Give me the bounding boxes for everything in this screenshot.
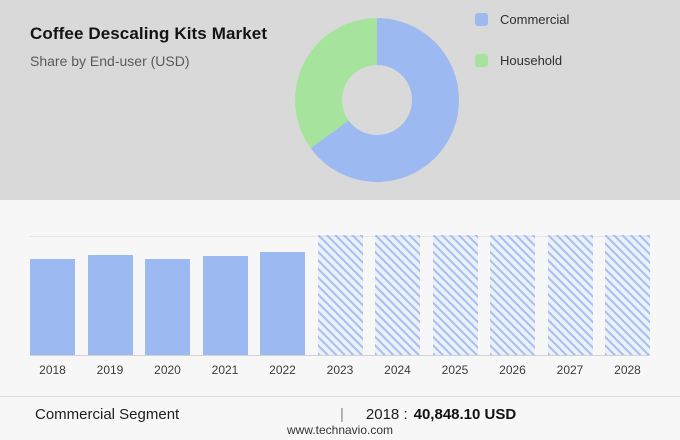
donut-chart (295, 18, 459, 182)
bar-2019 (87, 255, 133, 355)
segment-label: Commercial Segment (35, 406, 180, 423)
legend-item-household: Household (475, 53, 569, 68)
footer: Commercial Segment | 2018 : 40,848.10 US… (0, 396, 680, 440)
bar-plot (30, 235, 650, 356)
x-label-2021: 2021 (211, 363, 239, 377)
footer-year-label: 2018 : (365, 406, 408, 423)
x-label-2024: 2024 (384, 363, 411, 377)
legend-swatch-commercial (475, 13, 488, 26)
x-axis-labels: 2018 2019 2020 2021 2022 2023 2024 2025 2026 2027… (30, 363, 650, 377)
x-label-2028: 2028 (614, 363, 641, 377)
x-label-2019: 2019 (96, 363, 124, 377)
x-label-2023: 2023 (326, 363, 354, 377)
x-label-2018: 2018 (39, 363, 66, 377)
x-label-2027: 2027 (556, 363, 584, 377)
bar-2027 (547, 235, 593, 355)
website-link[interactable]: www.technavio.com (286, 423, 394, 437)
x-label-2020: 2020 (154, 363, 181, 377)
x-label-2025: 2025 (441, 363, 469, 377)
footer-row: Commercial Segment | 2018 : 40,848.10 US… (0, 397, 680, 423)
bar-2028 (605, 235, 650, 355)
x-label-2022: 2022 (269, 363, 296, 377)
legend-swatch-household (475, 54, 488, 67)
legend: Commercial Household (475, 12, 569, 94)
legend-label-household: Household (500, 53, 563, 68)
page-title: Coffee Descaling Kits Market (30, 24, 268, 43)
bar-2025 (432, 235, 478, 355)
x-label-2026: 2026 (499, 363, 526, 377)
bar-2023 (317, 235, 363, 355)
title-block: Coffee Descaling Kits Market Share by En… (30, 24, 267, 69)
bar-2026 (490, 235, 535, 355)
bar-2024 (375, 235, 420, 355)
bar-2018 (30, 259, 75, 355)
header-section: Coffee Descaling Kits Market Share by En… (0, 0, 680, 200)
footer-value: 40,848.10 USD (413, 406, 517, 423)
legend-label-commercial: Commercial (500, 12, 570, 27)
legend-item-commercial: Commercial (475, 12, 569, 27)
footer-separator: | (340, 406, 344, 423)
bar-chart-section: 2018 2019 2020 2021 2022 2023 2024 2025 2026 2027… (0, 200, 680, 396)
page-subtitle: Share by End-user (USD) (30, 53, 190, 69)
bar-2021 (202, 256, 248, 355)
donut-ring (295, 18, 459, 182)
bar-2020 (145, 259, 190, 355)
bar-2022 (260, 252, 305, 355)
